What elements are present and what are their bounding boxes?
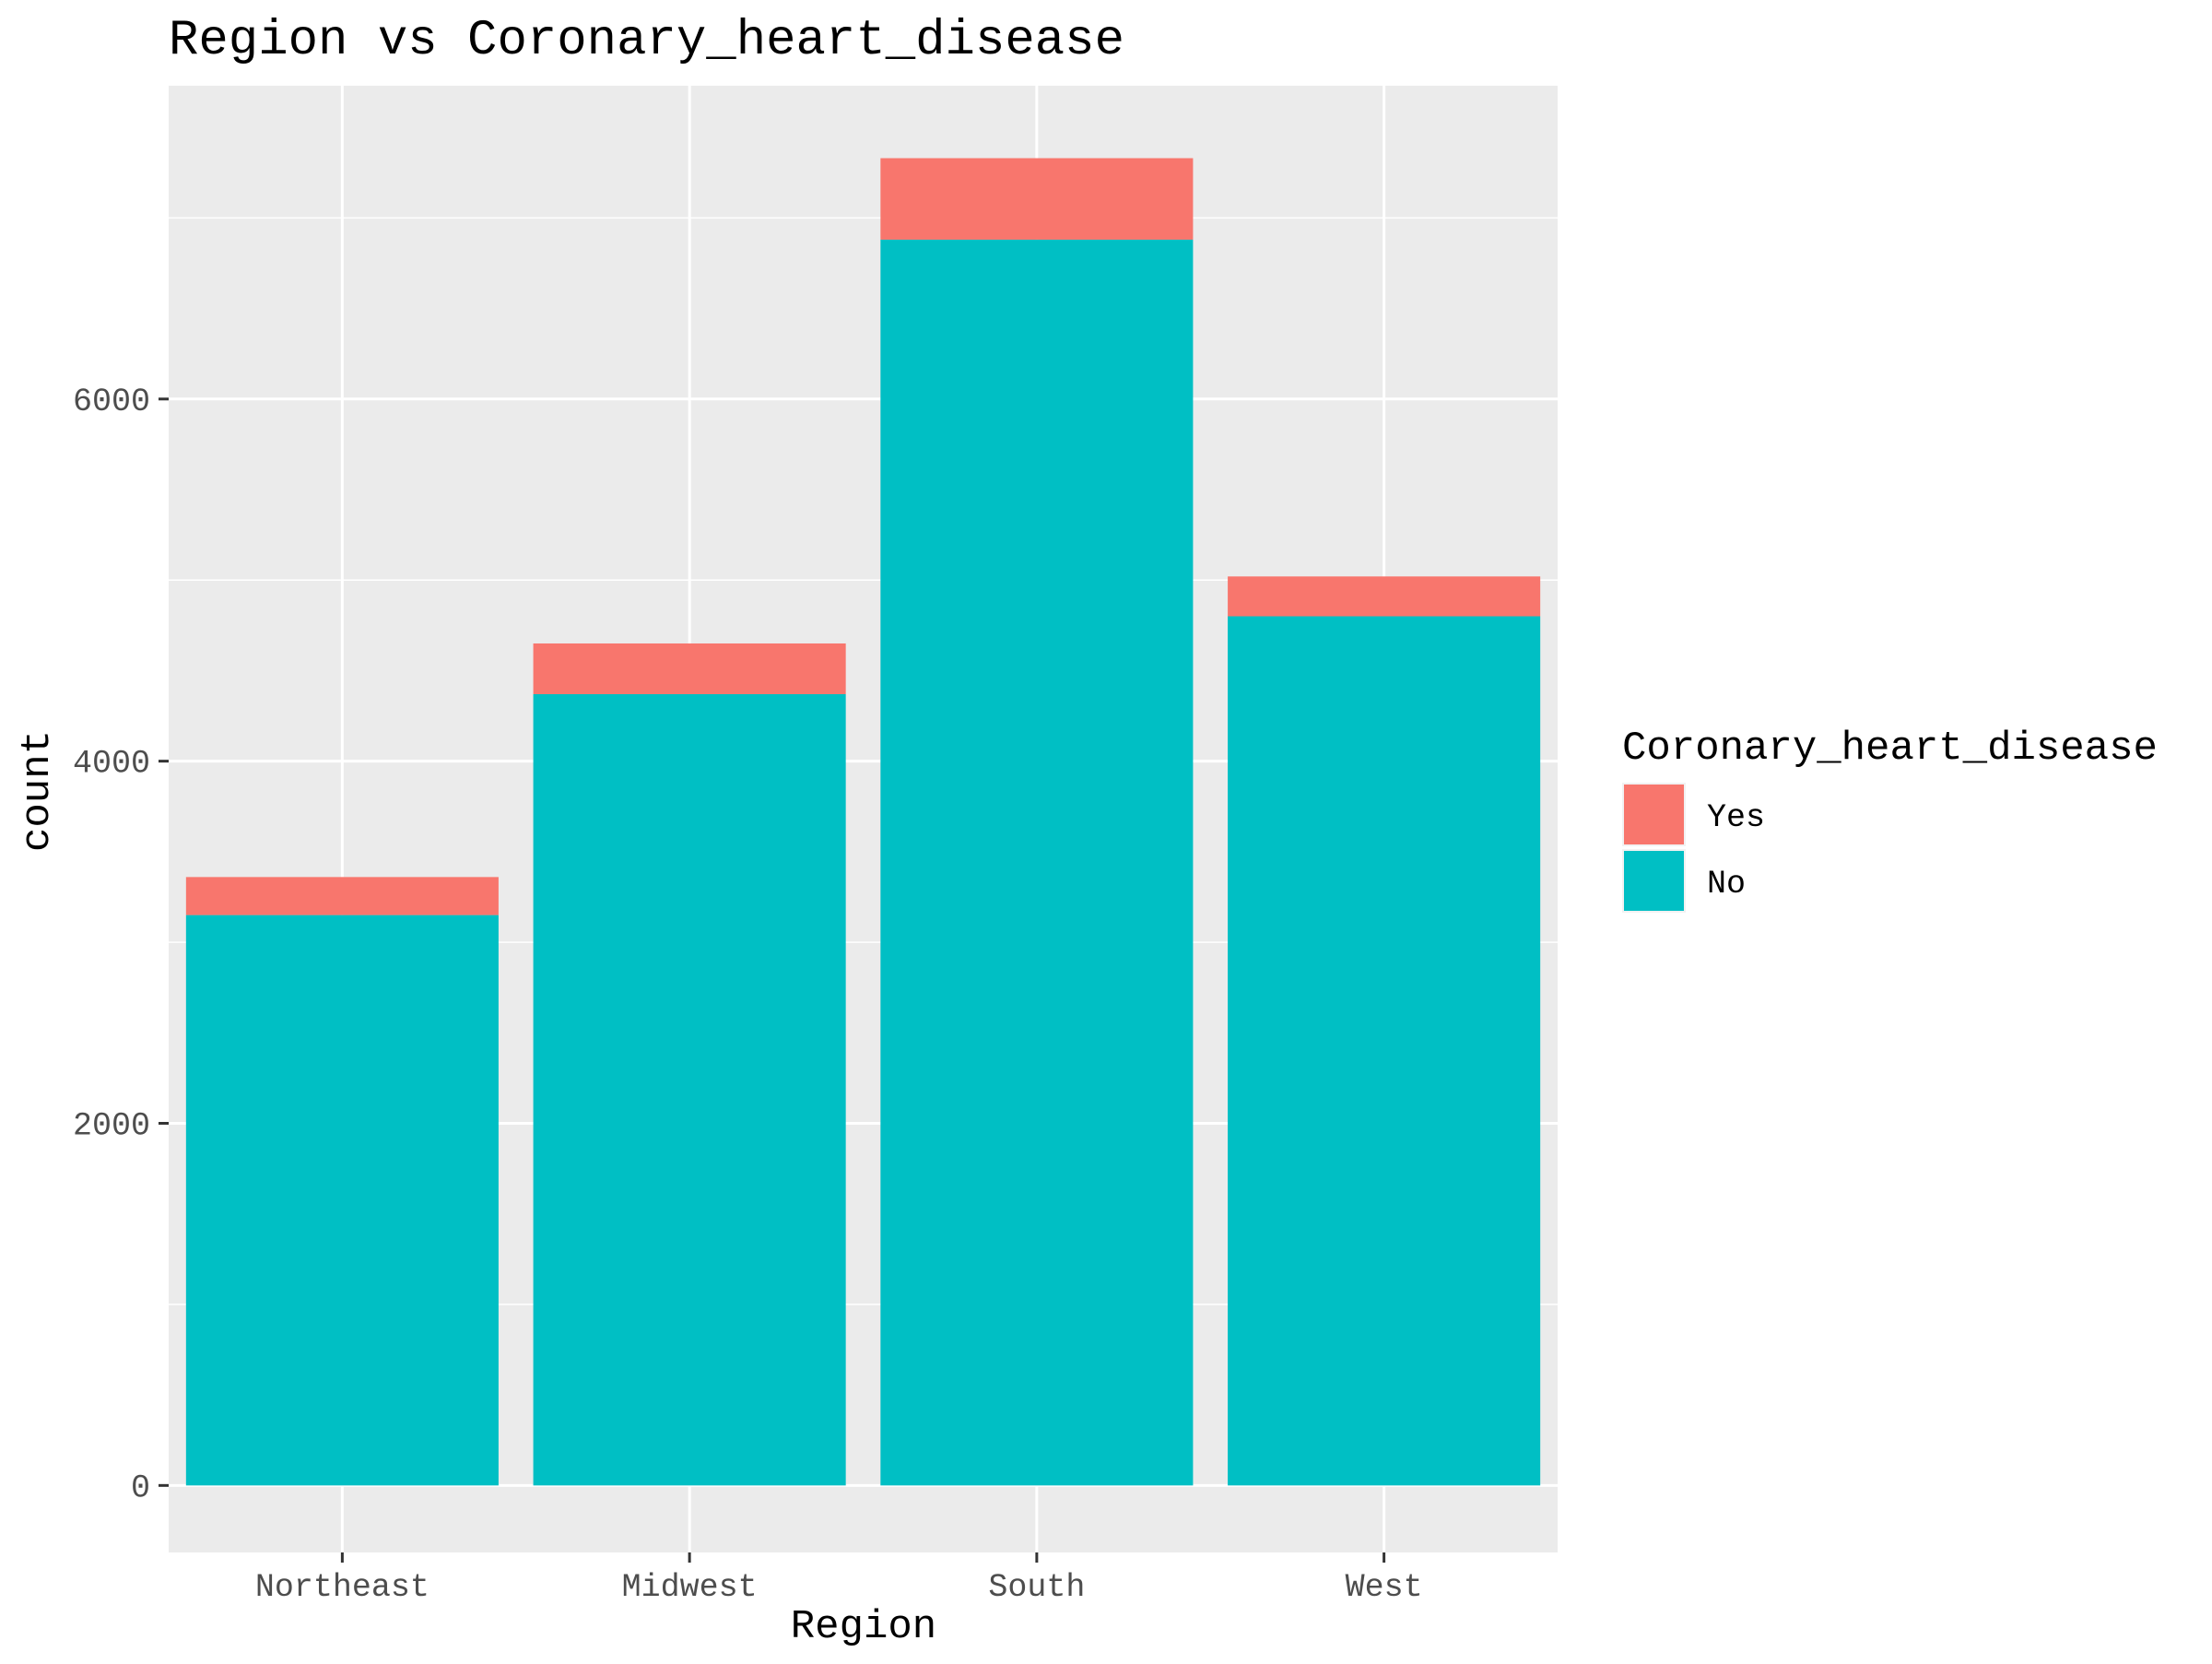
- bar-series: [185, 158, 1541, 1486]
- legend-title: Coronary_heart_disease: [1622, 726, 2158, 772]
- bar-south-yes: [880, 158, 1194, 240]
- legend: Coronary_heart_disease Yes No: [1622, 726, 2158, 913]
- x-tick-label: South: [988, 1569, 1085, 1606]
- legend-label-no: No: [1707, 866, 1746, 903]
- y-tick-label: 6000: [73, 384, 150, 420]
- legend-swatch-yes: [1624, 785, 1684, 844]
- bar-south-no: [880, 239, 1194, 1486]
- bar-northeast-yes: [185, 877, 499, 915]
- x-tick-label: Northeast: [255, 1569, 429, 1606]
- x-axis: Northeast Midwest South West: [255, 1552, 1423, 1606]
- y-tick-label: 2000: [73, 1107, 150, 1144]
- bar-midwest-no: [533, 693, 846, 1486]
- y-tick-label: 4000: [73, 746, 150, 783]
- legend-swatch-no: [1624, 851, 1684, 911]
- x-tick-label: West: [1346, 1569, 1423, 1606]
- y-tick-label: 0: [131, 1469, 150, 1506]
- bar-midwest-yes: [533, 643, 846, 694]
- legend-label-yes: Yes: [1707, 799, 1765, 836]
- y-axis-title: count: [15, 730, 61, 852]
- y-axis: 0 2000 4000 6000: [73, 384, 169, 1506]
- x-axis-title: Region: [791, 1604, 936, 1650]
- bar-northeast-no: [185, 915, 499, 1486]
- chart-title: Region vs Coronary_heart_disease: [169, 13, 1124, 69]
- bar-west-yes: [1228, 576, 1541, 617]
- bar-west-no: [1228, 616, 1541, 1486]
- x-tick-label: Midwest: [622, 1569, 758, 1606]
